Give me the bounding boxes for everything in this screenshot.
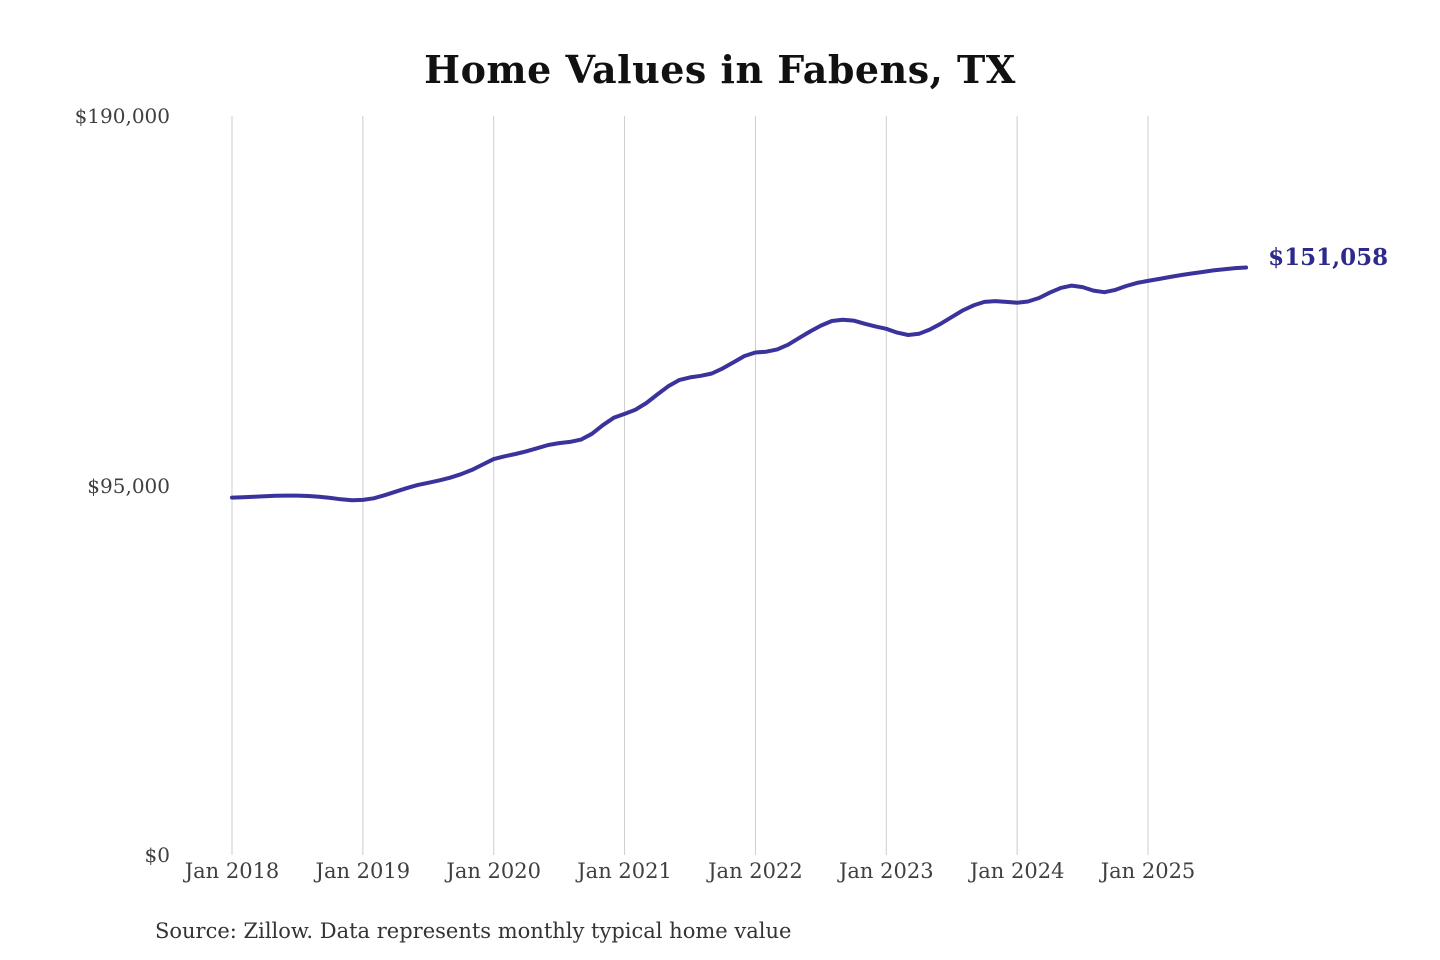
x-tick-label: Jan 2021	[577, 859, 672, 883]
value-line	[230, 265, 1249, 503]
x-tick-label: Jan 2022	[708, 859, 803, 883]
y-tick-label: $0	[144, 843, 170, 867]
x-tick-label: Jan 2020	[446, 859, 541, 883]
source-note: Source: Zillow. Data represents monthly …	[155, 919, 792, 943]
y-tick-label: $95,000	[87, 473, 170, 498]
x-tick-label: Jan 2024	[969, 859, 1065, 883]
y-tick-label: $190,000	[74, 104, 170, 128]
chart-title: Home Values in Fabens, TX	[424, 47, 1016, 92]
x-tick-label: Jan 2019	[315, 859, 411, 883]
x-tick-label: Jan 2025	[1100, 859, 1196, 883]
latest-value-label: $151,058	[1268, 244, 1389, 272]
x-tick-label: Jan 2023	[838, 859, 934, 883]
x-tick-label: Jan 2018	[184, 859, 280, 883]
